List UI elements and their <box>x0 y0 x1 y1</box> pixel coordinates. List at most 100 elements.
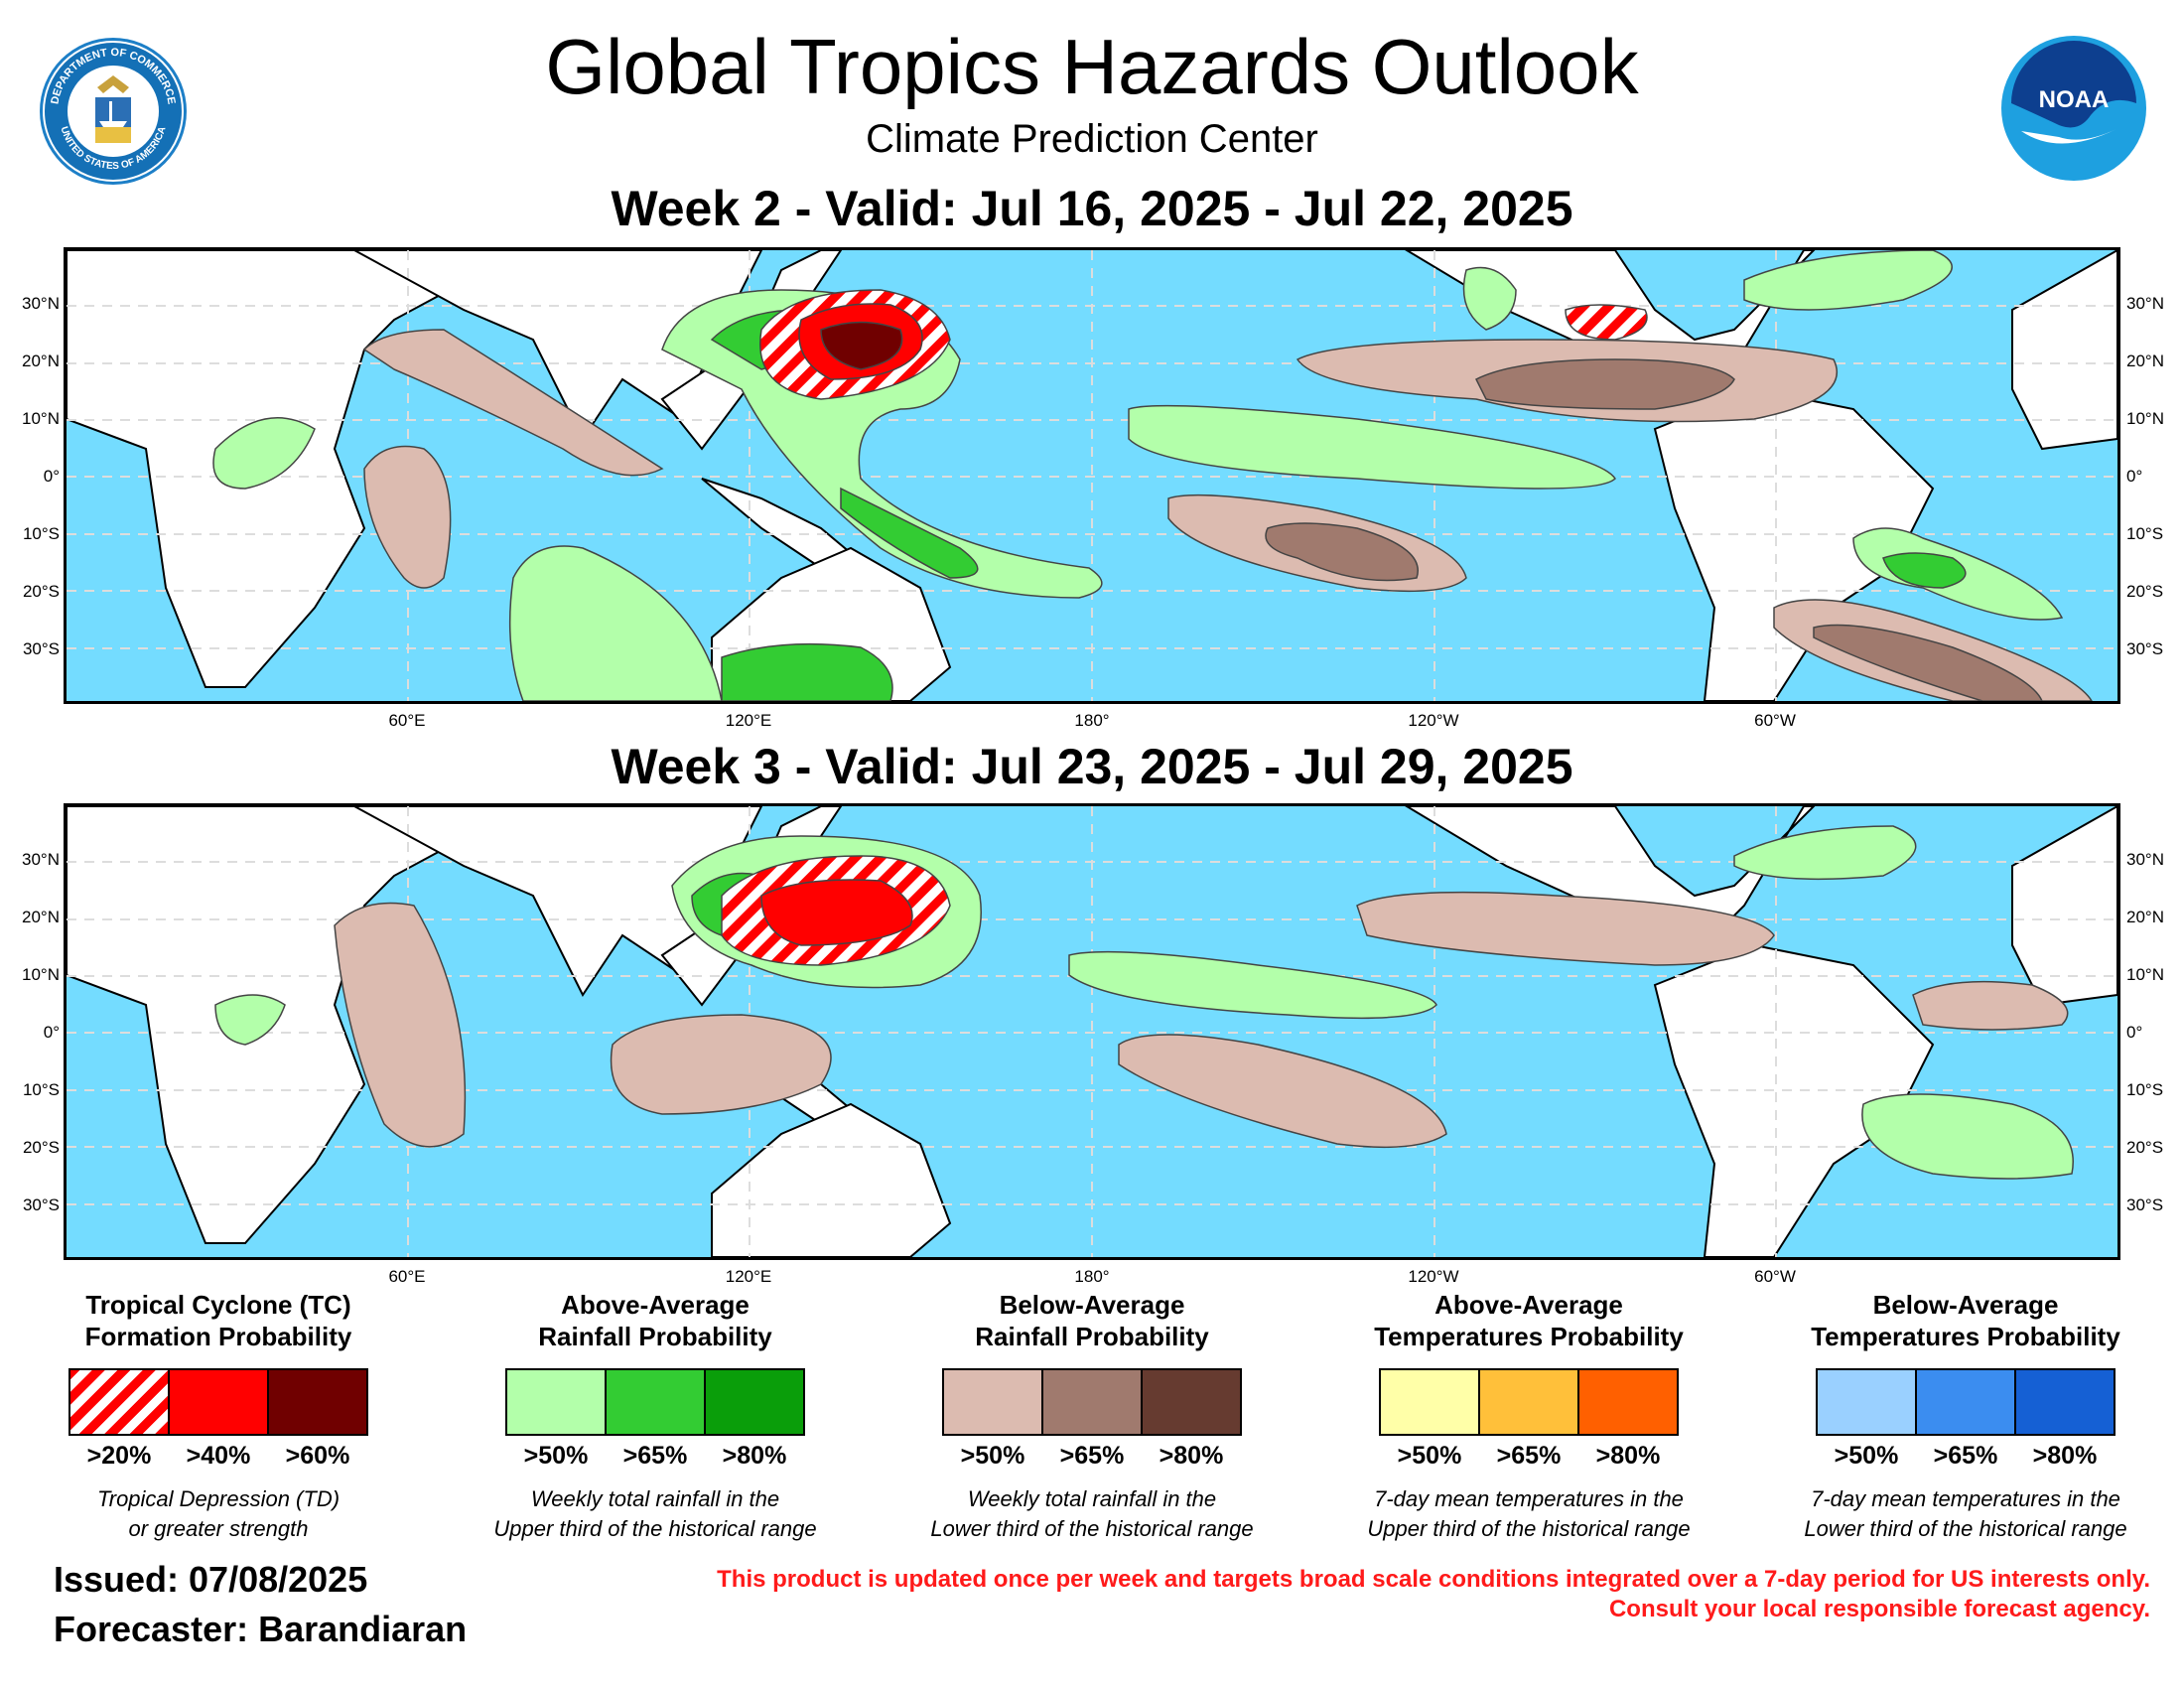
lat-label: 10°N <box>2126 965 2164 984</box>
legend-swatch <box>1379 1368 1478 1436</box>
w2-green-mexico <box>1462 266 1517 331</box>
w3-green-atlantic-north <box>1733 825 1917 881</box>
lon-label: 120°W <box>1408 1267 1459 1286</box>
legend-tc-formation: Tropical Cyclone (TC) Formation Probabil… <box>10 1289 427 1544</box>
legend-title-line1: Above-Average <box>1434 1290 1623 1320</box>
w2-green-africa <box>212 417 316 490</box>
legend-desc-line1: Tropical Depression (TD) <box>96 1486 341 1511</box>
south-america-land <box>1653 943 1935 1257</box>
lat-label: 0° <box>43 467 60 486</box>
week2-map <box>64 247 2120 704</box>
lat-label: 30°S <box>2126 639 2164 658</box>
legend-title-line2: Rainfall Probability <box>975 1322 1209 1351</box>
lat-label: 30°S <box>22 1196 60 1214</box>
disclaimer-line1: This product is updated once per week an… <box>717 1566 2150 1593</box>
lon-label: 120°W <box>1408 711 1459 730</box>
legend-swatch <box>1577 1368 1679 1436</box>
lat-label: 20°N <box>22 908 60 926</box>
legend-pct: >80% <box>1595 1442 1661 1470</box>
lat-label: 0° <box>2126 467 2143 486</box>
w2-brown-medium-south-atl <box>1813 624 2043 701</box>
w3-brown-atlantic-east <box>1912 980 2069 1031</box>
legend-desc-line2: Upper third of the historical range <box>493 1516 817 1541</box>
w3-green-central-pac <box>1068 950 1437 1020</box>
legend-below-rainfall: Below-Average Rainfall Probability >50% … <box>884 1289 1300 1544</box>
legend-swatch <box>505 1368 605 1436</box>
week3-lat-labels-right: 30°N 20°N 10°N 0° 10°S 20°S 30°S <box>2126 850 2176 1253</box>
legend-swatch <box>1041 1368 1141 1436</box>
legend-swatch <box>704 1368 805 1436</box>
w3-brown-indonesia <box>610 1014 832 1115</box>
legend-pct: >65% <box>1059 1442 1125 1470</box>
legend-swatch <box>605 1368 704 1436</box>
lon-label: 120°E <box>725 1267 772 1286</box>
legend-swatch <box>168 1368 267 1436</box>
legend-title-line1: Above-Average <box>561 1290 750 1320</box>
lon-label: 60°E <box>388 711 426 730</box>
week2-lat-labels-right: 30°N 20°N 10°N 0° 10°S 20°S 30°S <box>2126 294 2176 697</box>
legend-swatch <box>1141 1368 1242 1436</box>
lat-label: 10°N <box>22 409 60 428</box>
legend-title-line2: Temperatures Probability <box>1811 1322 2120 1351</box>
w3-brown-south-pac <box>1118 1034 1447 1149</box>
legend-desc-line2: Lower third of the historical range <box>930 1516 1254 1541</box>
legend-pct: >80% <box>2032 1442 2098 1470</box>
legend-swatch <box>1915 1368 2014 1436</box>
w2-green-medium-south-atl <box>1882 552 1967 589</box>
lon-label: 60°W <box>1754 1267 1796 1286</box>
legend-below-temperature: Below-Average Temperatures Probability >… <box>1757 1289 2174 1544</box>
lat-label: 30°N <box>2126 294 2164 313</box>
lat-label: 30°N <box>22 294 60 313</box>
legend-above-rainfall: Above-Average Rainfall Probability >50% … <box>447 1289 864 1544</box>
india-land <box>353 250 763 441</box>
w3-green-africa-east <box>214 994 286 1046</box>
legend-title-line1: Below-Average <box>999 1290 1185 1320</box>
legend-title-line2: Rainfall Probability <box>538 1322 772 1351</box>
legend-title-line1: Below-Average <box>1872 1290 2059 1320</box>
lon-label: 60°E <box>388 1267 426 1286</box>
lat-label: 20°N <box>2126 352 2164 370</box>
legend-desc-line1: 7-day mean temperatures in the <box>1374 1486 1684 1511</box>
w2-brown-madagascar <box>363 445 452 589</box>
lat-label: 20°S <box>2126 1138 2164 1157</box>
w3-green-south-atl <box>1861 1093 2074 1180</box>
legend-swatch <box>267 1368 368 1436</box>
w2-brown-medium-south-pac <box>1265 522 1419 582</box>
lat-label: 20°S <box>22 1138 60 1157</box>
lat-label: 10°N <box>22 965 60 984</box>
w3-tc-red-wpac <box>760 879 913 946</box>
legend-pct: >80% <box>1159 1442 1224 1470</box>
disclaimer-line2: Consult your local responsible forecast … <box>1608 1596 2150 1622</box>
commerce-seal-logo: DEPARTMENT OF COMMERCE UNITED STATES OF … <box>38 36 189 187</box>
w2-brown-indian <box>362 329 664 477</box>
lat-label: 20°N <box>22 352 60 370</box>
legend-pct: >50% <box>523 1442 589 1470</box>
legend-title-line2: Formation Probability <box>84 1322 352 1351</box>
legend-desc-line2: or greater strength <box>128 1516 309 1541</box>
africa-land <box>67 806 524 1244</box>
legend-title-line1: Tropical Cyclone (TC) <box>85 1290 351 1320</box>
legend-swatch <box>942 1368 1041 1436</box>
lon-label: 60°W <box>1754 711 1796 730</box>
legend-desc-line1: Weekly total rainfall in the <box>530 1486 780 1511</box>
legend-pct: >20% <box>86 1442 152 1470</box>
week3-title: Week 3 - Valid: Jul 23, 2025 - Jul 29, 2… <box>611 739 1573 794</box>
legend-desc-line2: Upper third of the historical range <box>1367 1516 1691 1541</box>
legend-desc-line2: Lower third of the historical range <box>1804 1516 2127 1541</box>
lat-label: 30°N <box>2126 850 2164 869</box>
page-subtitle: Climate Prediction Center <box>866 117 1318 161</box>
legend-pct: >50% <box>960 1442 1025 1470</box>
w2-tc-dark-wpac <box>820 321 903 370</box>
west-africa-land <box>2011 806 2117 1007</box>
legend-pct: >65% <box>1933 1442 1998 1470</box>
noaa-logo-text: NOAA <box>2039 86 2110 113</box>
week3-lat-labels-left: 30°N 20°N 10°N 0° 10°S 20°S 30°S <box>10 850 60 1253</box>
legend-above-temperature: Above-Average Temperatures Probability >… <box>1320 1289 1737 1544</box>
week2-title: Week 2 - Valid: Jul 16, 2025 - Jul 22, 2… <box>611 181 1573 236</box>
legend-pct: >50% <box>1397 1442 1462 1470</box>
lat-label: 10°S <box>22 524 60 543</box>
lat-label: 10°S <box>2126 524 2164 543</box>
lat-label: 0° <box>2126 1023 2143 1042</box>
w2-green-medium-png <box>840 487 979 579</box>
w3-brown-epac <box>1356 891 1775 966</box>
